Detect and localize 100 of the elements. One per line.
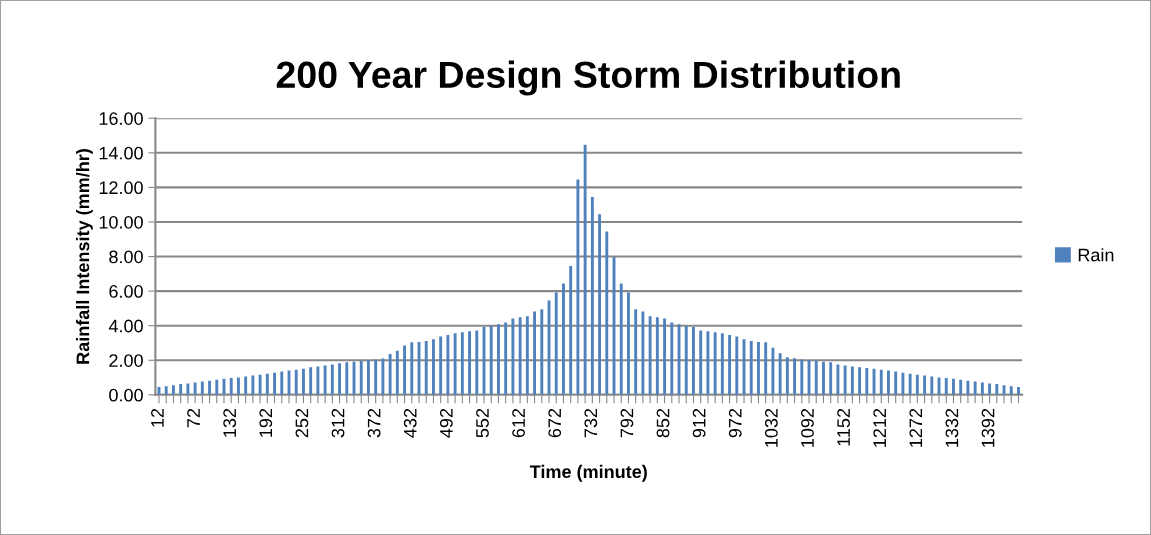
bar [1017,387,1020,395]
bar [980,382,984,395]
x-tick-label: 732 [584,408,598,438]
bar [554,292,558,395]
bar [966,380,970,395]
bar [973,381,977,395]
bar [280,371,284,395]
bar [446,335,450,395]
bar [179,384,183,395]
bar [374,359,378,395]
chart-title: 200 Year Design Storm Distribution [276,60,900,96]
bar [735,336,739,395]
bar [237,377,240,395]
x-tick-label: 312 [331,408,345,438]
bar [908,373,912,395]
bar [865,368,869,395]
x-tick-label: 552 [476,408,489,438]
bar [858,367,862,395]
bar [822,361,825,395]
bar [590,196,594,395]
bar [251,375,255,395]
bar [381,358,385,395]
bar [648,316,652,395]
bar [323,365,327,395]
bar [713,332,717,395]
y-tick-label: 12.00 [99,181,143,195]
x-tick-label: 12 [151,408,164,427]
bar [879,369,883,395]
bar [475,330,479,395]
bar [800,359,804,395]
bar [316,366,320,395]
bar [200,381,204,395]
bar [367,360,370,395]
x-tick-label: 492 [439,408,453,438]
bar [273,372,276,395]
x-tick-label: 372 [367,408,381,438]
bar [627,292,630,395]
bar [489,326,493,395]
bar [894,371,898,395]
x-tick-label: 852 [656,408,670,438]
bar [720,333,724,395]
bar [850,366,854,395]
bar [193,382,197,395]
bar [764,342,768,395]
bar [562,283,565,395]
bar [330,364,334,395]
bar [684,326,688,395]
bar [605,231,609,395]
bar [338,363,341,395]
bar [634,309,638,395]
bar [728,335,732,395]
x-tick-label: 432 [403,408,417,438]
bar [988,383,992,395]
x-tick-label: 1092 [801,408,814,447]
bar [576,179,580,395]
bar [583,144,587,395]
bar [359,360,363,395]
bar [258,374,262,395]
y-tick-label: 14.00 [99,146,143,160]
x-tick-label: 192 [259,408,273,437]
bar [959,379,963,395]
bar [345,362,349,395]
y-tick-label: 6.00 [109,285,143,298]
bar [164,386,168,395]
bar [302,368,305,395]
bar [749,341,753,395]
bar [518,317,522,395]
bar [887,370,890,395]
bar [229,378,233,395]
x-tick-label: 1332 [945,408,959,447]
y-tick-label: 4.00 [108,319,143,333]
bar [468,331,472,395]
bar [670,322,674,395]
x-tick-label: 1212 [873,408,886,447]
y-tick-label: 0.00 [109,388,143,402]
bar [215,379,219,395]
bar [525,316,529,395]
bar [439,336,443,395]
bar [244,376,248,395]
bar [706,331,710,395]
x-tick-label: 1392 [981,408,995,447]
bar [663,318,667,395]
x-tick-label: 132 [223,408,237,437]
bar [511,318,515,395]
bar [460,332,464,395]
bar [504,322,508,395]
bar [923,375,927,395]
bar [952,378,955,395]
bar [778,353,782,395]
bar [771,347,775,395]
bar [785,357,789,395]
bar [692,326,695,395]
bar [208,380,211,395]
bar [699,330,703,395]
x-tick-label: 252 [295,408,309,438]
x-tick-label: 1032 [764,408,778,447]
legend-label: Rain [1078,248,1114,262]
bar [395,350,399,395]
bar [388,354,392,395]
bar [410,342,414,395]
